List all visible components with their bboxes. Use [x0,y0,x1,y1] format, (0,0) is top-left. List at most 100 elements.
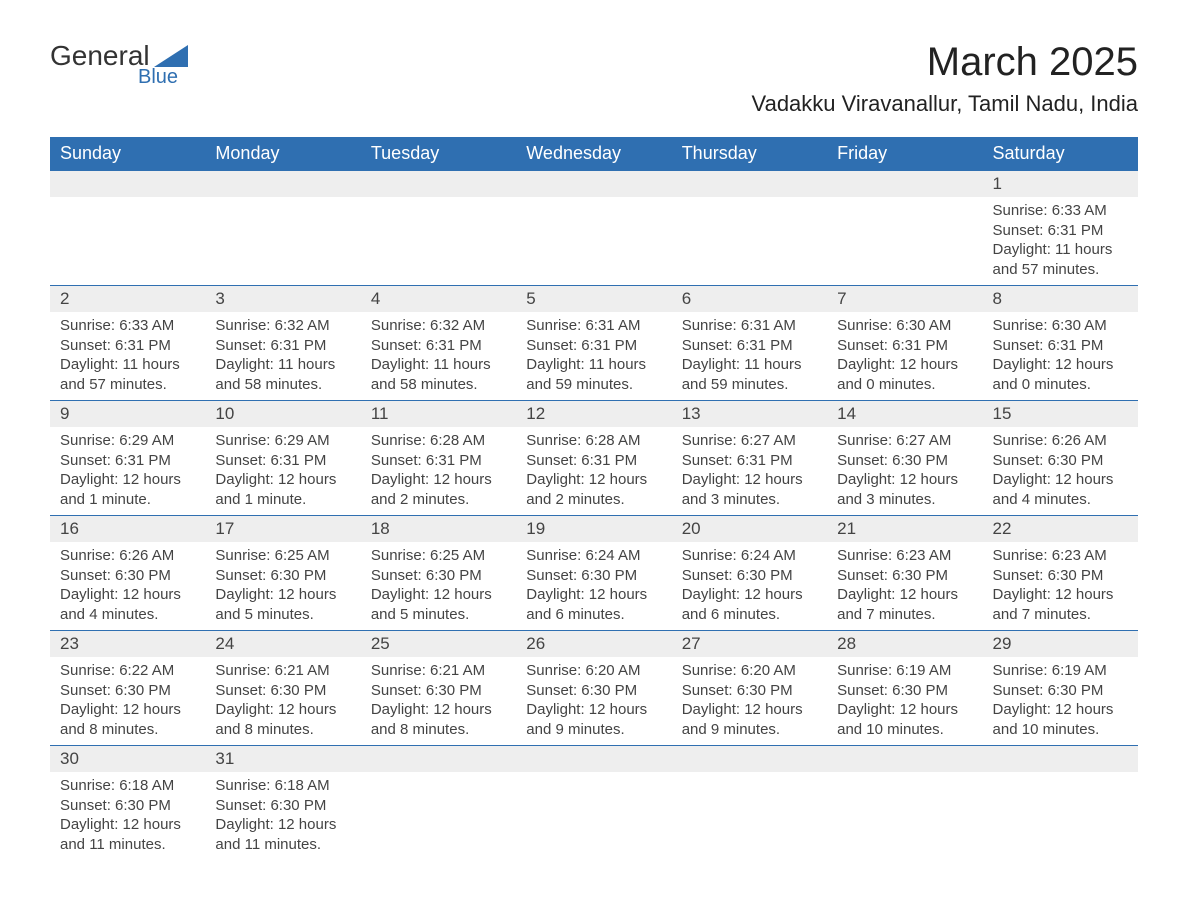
sunset-line: Sunset: 6:31 PM [993,221,1128,241]
day-number [516,171,671,197]
sunset-line: Sunset: 6:30 PM [837,451,972,471]
daylight-line: Daylight: 12 hours and 0 minutes. [837,355,972,394]
weekday-header: Tuesday [361,137,516,171]
day-number [827,171,982,197]
sunrise-line: Sunrise: 6:33 AM [993,201,1128,221]
daylight-line: Daylight: 12 hours and 4 minutes. [60,585,195,624]
calendar-day-cell [672,171,827,286]
daylight-line: Daylight: 11 hours and 59 minutes. [526,355,661,394]
sunset-line: Sunset: 6:31 PM [526,336,661,356]
day-detail: Sunrise: 6:26 AMSunset: 6:30 PMDaylight:… [50,542,205,630]
calendar-day-cell: 20Sunrise: 6:24 AMSunset: 6:30 PMDayligh… [672,516,827,631]
daylight-line: Daylight: 12 hours and 8 minutes. [371,700,506,739]
calendar-day-cell: 12Sunrise: 6:28 AMSunset: 6:31 PMDayligh… [516,401,671,516]
sunset-line: Sunset: 6:30 PM [837,681,972,701]
sunrise-line: Sunrise: 6:32 AM [371,316,506,336]
sunset-line: Sunset: 6:31 PM [60,451,195,471]
daylight-line: Daylight: 12 hours and 11 minutes. [60,815,195,854]
day-detail [205,197,360,207]
day-detail [827,772,982,782]
calendar-day-cell: 2Sunrise: 6:33 AMSunset: 6:31 PMDaylight… [50,286,205,401]
day-detail: Sunrise: 6:24 AMSunset: 6:30 PMDaylight:… [516,542,671,630]
calendar-week-row: 2Sunrise: 6:33 AMSunset: 6:31 PMDaylight… [50,286,1138,401]
sunset-line: Sunset: 6:31 PM [371,451,506,471]
sunrise-line: Sunrise: 6:27 AM [837,431,972,451]
day-number: 15 [983,401,1138,427]
daylight-line: Daylight: 12 hours and 1 minute. [60,470,195,509]
daylight-line: Daylight: 11 hours and 57 minutes. [60,355,195,394]
day-detail: Sunrise: 6:28 AMSunset: 6:31 PMDaylight:… [361,427,516,515]
day-number: 30 [50,746,205,772]
day-detail: Sunrise: 6:30 AMSunset: 6:31 PMDaylight:… [983,312,1138,400]
day-detail: Sunrise: 6:21 AMSunset: 6:30 PMDaylight:… [205,657,360,745]
calendar-day-cell: 14Sunrise: 6:27 AMSunset: 6:30 PMDayligh… [827,401,982,516]
sunset-line: Sunset: 6:31 PM [371,336,506,356]
calendar-week-row: 1Sunrise: 6:33 AMSunset: 6:31 PMDaylight… [50,171,1138,286]
weekday-header-row: SundayMondayTuesdayWednesdayThursdayFrid… [50,137,1138,171]
day-number: 8 [983,286,1138,312]
daylight-line: Daylight: 12 hours and 0 minutes. [993,355,1128,394]
day-number [361,746,516,772]
day-detail: Sunrise: 6:26 AMSunset: 6:30 PMDaylight:… [983,427,1138,515]
calendar-day-cell: 30Sunrise: 6:18 AMSunset: 6:30 PMDayligh… [50,746,205,861]
day-detail: Sunrise: 6:19 AMSunset: 6:30 PMDaylight:… [827,657,982,745]
calendar-body: 1Sunrise: 6:33 AMSunset: 6:31 PMDaylight… [50,171,1138,861]
calendar-day-cell: 16Sunrise: 6:26 AMSunset: 6:30 PMDayligh… [50,516,205,631]
day-number: 23 [50,631,205,657]
sunrise-line: Sunrise: 6:20 AM [526,661,661,681]
daylight-line: Daylight: 12 hours and 7 minutes. [837,585,972,624]
day-number: 6 [672,286,827,312]
day-number: 7 [827,286,982,312]
calendar-day-cell: 22Sunrise: 6:23 AMSunset: 6:30 PMDayligh… [983,516,1138,631]
day-number [983,746,1138,772]
calendar-day-cell: 24Sunrise: 6:21 AMSunset: 6:30 PMDayligh… [205,631,360,746]
day-number: 16 [50,516,205,542]
day-number: 25 [361,631,516,657]
day-number: 11 [361,401,516,427]
day-number: 21 [827,516,982,542]
day-number: 18 [361,516,516,542]
calendar-day-cell: 6Sunrise: 6:31 AMSunset: 6:31 PMDaylight… [672,286,827,401]
day-number: 9 [50,401,205,427]
day-detail: Sunrise: 6:20 AMSunset: 6:30 PMDaylight:… [516,657,671,745]
day-number: 17 [205,516,360,542]
calendar-day-cell [672,746,827,861]
calendar-day-cell: 4Sunrise: 6:32 AMSunset: 6:31 PMDaylight… [361,286,516,401]
sunset-line: Sunset: 6:30 PM [60,566,195,586]
day-detail: Sunrise: 6:33 AMSunset: 6:31 PMDaylight:… [50,312,205,400]
sunrise-line: Sunrise: 6:29 AM [215,431,350,451]
calendar-day-cell: 26Sunrise: 6:20 AMSunset: 6:30 PMDayligh… [516,631,671,746]
sunset-line: Sunset: 6:30 PM [837,566,972,586]
sunrise-line: Sunrise: 6:21 AM [371,661,506,681]
sunrise-line: Sunrise: 6:28 AM [371,431,506,451]
sunrise-line: Sunrise: 6:23 AM [993,546,1128,566]
calendar-day-cell: 15Sunrise: 6:26 AMSunset: 6:30 PMDayligh… [983,401,1138,516]
daylight-line: Daylight: 12 hours and 10 minutes. [993,700,1128,739]
calendar-day-cell: 19Sunrise: 6:24 AMSunset: 6:30 PMDayligh… [516,516,671,631]
daylight-line: Daylight: 12 hours and 3 minutes. [682,470,817,509]
calendar-day-cell: 28Sunrise: 6:19 AMSunset: 6:30 PMDayligh… [827,631,982,746]
day-number: 22 [983,516,1138,542]
calendar-day-cell: 18Sunrise: 6:25 AMSunset: 6:30 PMDayligh… [361,516,516,631]
sunrise-line: Sunrise: 6:30 AM [837,316,972,336]
sunrise-line: Sunrise: 6:22 AM [60,661,195,681]
sunset-line: Sunset: 6:30 PM [682,681,817,701]
day-detail [672,772,827,782]
day-detail [672,197,827,207]
daylight-line: Daylight: 11 hours and 58 minutes. [371,355,506,394]
weekday-header: Saturday [983,137,1138,171]
daylight-line: Daylight: 12 hours and 11 minutes. [215,815,350,854]
sunset-line: Sunset: 6:31 PM [682,451,817,471]
day-detail [361,197,516,207]
calendar-day-cell: 17Sunrise: 6:25 AMSunset: 6:30 PMDayligh… [205,516,360,631]
weekday-header: Sunday [50,137,205,171]
day-number: 14 [827,401,982,427]
day-detail: Sunrise: 6:27 AMSunset: 6:30 PMDaylight:… [827,427,982,515]
sunset-line: Sunset: 6:30 PM [215,796,350,816]
day-detail: Sunrise: 6:25 AMSunset: 6:30 PMDaylight:… [361,542,516,630]
daylight-line: Daylight: 12 hours and 6 minutes. [682,585,817,624]
sunset-line: Sunset: 6:31 PM [215,336,350,356]
sunset-line: Sunset: 6:30 PM [526,681,661,701]
day-number [205,171,360,197]
day-number: 24 [205,631,360,657]
